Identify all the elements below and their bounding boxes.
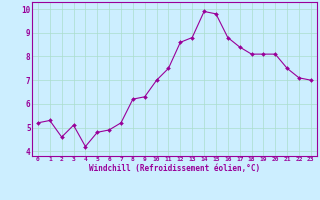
- X-axis label: Windchill (Refroidissement éolien,°C): Windchill (Refroidissement éolien,°C): [89, 164, 260, 173]
